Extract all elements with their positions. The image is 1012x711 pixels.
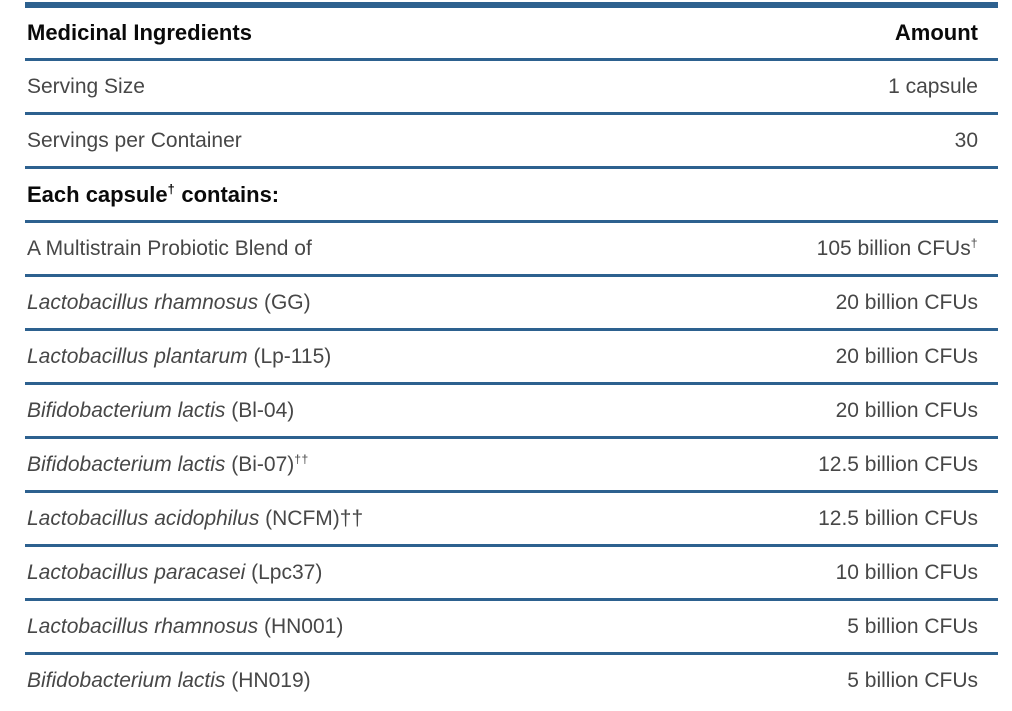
strain-amount: 20 billion CFUs [835,398,978,422]
strain-code: (HN001) [258,614,344,638]
strain-amount: 20 billion CFUs [835,344,978,368]
table-header-row: Medicinal Ingredients Amount [25,8,998,61]
strain-name: Lactobacillus plantarum (Lp-115) [27,345,331,369]
medicinal-ingredients-table: Medicinal Ingredients Amount Serving Siz… [25,2,998,706]
species-name: Lactobacillus rhamnosus [27,290,259,314]
row-strain-plantarum-lp115: Lactobacillus plantarum (Lp-115) 20 bill… [25,331,998,385]
row-strain-rhamnosus-hn001: Lactobacillus rhamnosus (HN001) 5 billio… [25,601,998,655]
probiotic-blend-value: 105 billion CFUs† [816,235,978,261]
row-probiotic-blend: A Multistrain Probiotic Blend of 105 bil… [25,223,998,277]
strain-amount: 5 billion CFUs [847,668,978,692]
double-dagger-superscript: †† [294,451,309,466]
column-header-amount: Amount [894,20,978,45]
row-serving-size: Serving Size 1 capsule [25,61,998,115]
row-strain-acidophilus-ncfm: Lactobacillus acidophilus (NCFM)†† 12.5 … [25,493,998,547]
strain-name: Lactobacillus rhamnosus (GG) [27,291,311,315]
species-name: Lactobacillus acidophilus [27,506,260,530]
species-name: Bifidobacterium lactis [27,668,226,692]
row-strain-paracasei-lpc37: Lactobacillus paracasei (Lpc37) 10 billi… [25,547,998,601]
row-strain-lactis-bl04: Bifidobacterium lactis (Bl-04) 20 billio… [25,385,998,439]
dagger-superscript: † [167,181,176,197]
blend-amount-text: 105 billion CFUs [816,236,971,260]
column-header-medicinal-ingredients: Medicinal Ingredients [27,20,252,45]
species-name: Lactobacillus rhamnosus [27,614,259,638]
serving-size-value: 1 capsule [888,74,978,98]
strain-name: Lactobacillus acidophilus (NCFM)†† [27,507,363,531]
strain-code: (HN019) [225,668,311,692]
probiotic-blend-label: A Multistrain Probiotic Blend of [27,236,312,260]
strain-amount: 5 billion CFUs [847,614,978,638]
species-name: Bifidobacterium lactis [27,398,226,422]
row-each-capsule-contains: Each capsule† contains: [25,169,998,223]
strain-code: (Bi-07) [225,452,295,476]
servings-per-container-value: 30 [954,128,978,152]
strain-name: Bifidobacterium lactis (HN019) [27,669,311,693]
strain-code: (GG) [258,290,311,314]
row-strain-lactis-bi07: Bifidobacterium lactis (Bi-07)†† 12.5 bi… [25,439,998,493]
section-label-text-rest: contains: [175,181,280,207]
strain-amount: 12.5 billion CFUs [818,506,978,530]
section-label-text: Each capsule [27,181,168,207]
strain-amount: 12.5 billion CFUs [818,452,978,476]
dagger-superscript: † [970,235,978,250]
strain-name: Lactobacillus paracasei (Lpc37) [27,561,322,585]
strain-code: (Lp-115) [247,344,332,368]
servings-per-container-label: Servings per Container [27,128,242,152]
strain-name: Bifidobacterium lactis (Bi-07)†† [27,451,309,477]
strain-name: Bifidobacterium lactis (Bl-04) [27,399,294,423]
row-strain-lactis-hn019: Bifidobacterium lactis (HN019) 5 billion… [25,655,998,706]
row-strain-rhamnosus-gg: Lactobacillus rhamnosus (GG) 20 billion … [25,277,998,331]
each-capsule-contains-label: Each capsule† contains: [27,182,279,208]
strain-name: Lactobacillus rhamnosus (HN001) [27,615,343,639]
strain-amount: 10 billion CFUs [835,560,978,584]
row-servings-per-container: Servings per Container 30 [25,115,998,169]
species-name: Lactobacillus paracasei [27,560,246,584]
species-name: Bifidobacterium lactis [27,452,226,476]
serving-size-label: Serving Size [27,74,145,98]
strain-code: (Bl-04) [225,398,295,422]
strain-code: (Lpc37) [245,560,323,584]
strain-amount: 20 billion CFUs [835,290,978,314]
species-name: Lactobacillus plantarum [27,344,248,368]
strain-code: (NCFM)†† [259,506,364,530]
